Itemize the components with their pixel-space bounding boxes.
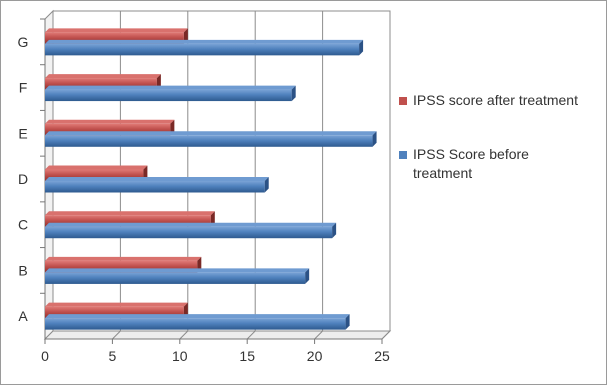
bar-front-face [45, 169, 144, 181]
legend-label: IPSS Score before [413, 146, 529, 162]
bar-front-face [45, 181, 265, 193]
bar-end-face [332, 222, 337, 239]
legend-label: IPSS score after treatment [413, 92, 578, 108]
bar-front-face [45, 32, 184, 44]
bar-top-face [45, 314, 350, 319]
bar-top-face [45, 39, 364, 44]
legend: IPSS score after treatment IPSS Score bef… [399, 92, 578, 181]
bar-front-face [45, 260, 198, 273]
bar-front-face [45, 272, 306, 284]
floor-gridline [246, 330, 256, 340]
bar-end-face [372, 131, 377, 147]
bar-end-face [291, 85, 296, 102]
bar-end-face [359, 39, 364, 56]
bar-top-face [45, 256, 202, 261]
y-category-label: D [18, 171, 28, 187]
floor-gridline [112, 330, 121, 340]
bar-end-face [345, 314, 350, 330]
bar-top-face [45, 222, 337, 227]
bar-top-face [45, 85, 296, 90]
y-category-label: B [18, 262, 27, 278]
bar [45, 222, 337, 239]
bar [45, 39, 364, 56]
bar-front-face [45, 43, 360, 56]
bar-end-face [305, 268, 310, 284]
x-tick-label: 15 [239, 348, 255, 364]
x-tick-label: 0 [41, 348, 49, 364]
y-category-label: E [18, 125, 27, 141]
y-category-label: A [18, 308, 28, 324]
bar-end-face [264, 177, 269, 193]
bar-top-face [45, 28, 188, 33]
bar-top-face [45, 119, 175, 124]
y-axis-category-labels: A B C D E F G [18, 34, 29, 324]
bar-top-face [45, 211, 215, 216]
floor-gridline [179, 330, 189, 340]
bar-top-face [45, 268, 310, 273]
legend-item: IPSS Score before treatment [399, 146, 529, 181]
y-category-label: F [19, 80, 28, 96]
bar [45, 177, 269, 193]
x-tick-label: 5 [109, 348, 117, 364]
bar-front-face [45, 89, 292, 102]
bars [45, 28, 377, 330]
legend-swatch [399, 97, 407, 105]
bar [45, 131, 377, 147]
y-category-label: C [18, 217, 28, 233]
bar [45, 85, 296, 102]
bar-front-face [45, 215, 211, 227]
bar-front-face [45, 306, 184, 319]
bar [45, 268, 310, 284]
bar-top-face [45, 165, 148, 170]
x-tick-label: 10 [172, 348, 188, 364]
y-category-label: G [18, 34, 29, 50]
floor-gridline [314, 330, 323, 340]
bar-front-face [45, 135, 373, 147]
bar-top-face [45, 177, 269, 181]
bar-front-face [45, 78, 157, 90]
legend-label: treatment [413, 165, 472, 181]
bar-top-face [45, 74, 161, 79]
legend-swatch [399, 151, 407, 159]
bar-top-face [45, 302, 188, 307]
bar [45, 28, 188, 44]
bar-front-face [45, 123, 171, 136]
plot-floor-face [43, 330, 392, 340]
x-tick-label: 20 [307, 348, 323, 364]
legend-item: IPSS score after treatment [399, 92, 578, 108]
x-axis-tick-labels: 0 5 10 15 20 25 [41, 348, 390, 364]
floor-gridline [381, 330, 391, 340]
bar-front-face [45, 318, 346, 330]
bar [45, 314, 350, 330]
x-tick-label: 25 [374, 348, 390, 364]
bar-front-face [45, 226, 333, 239]
bar-top-face [45, 131, 377, 136]
